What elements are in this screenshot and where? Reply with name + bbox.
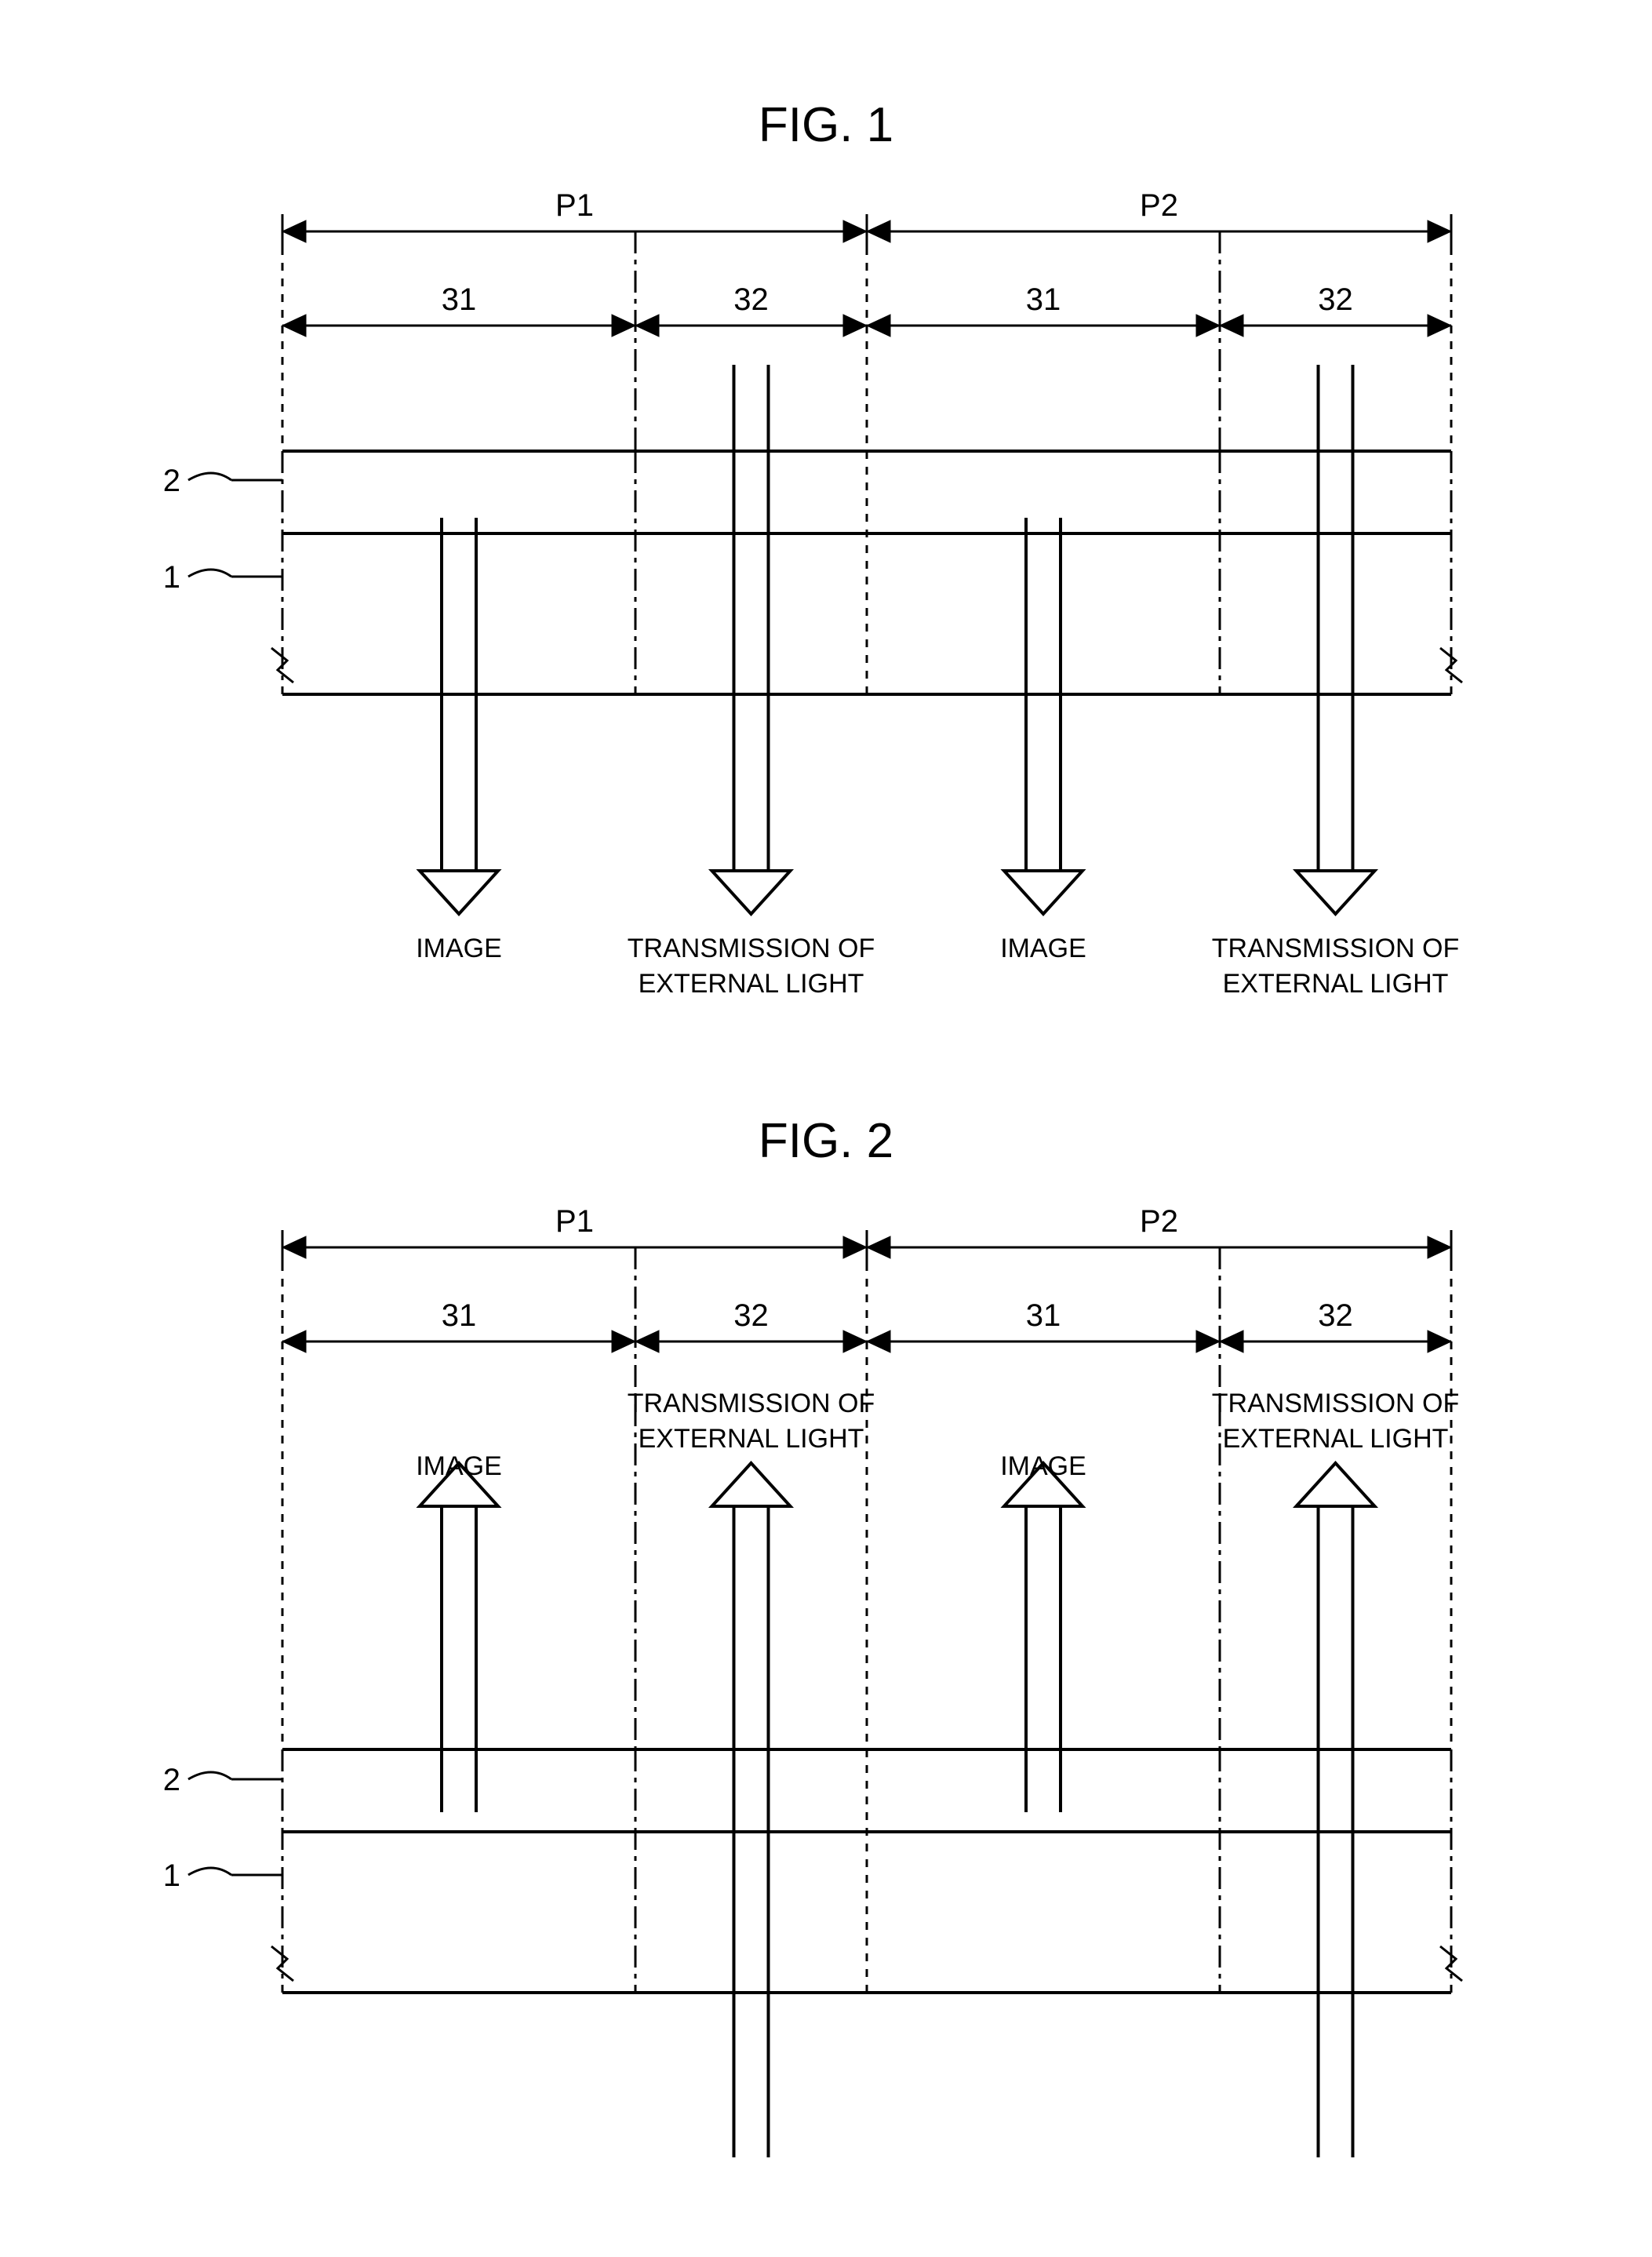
- svg-text:2: 2: [163, 464, 180, 498]
- svg-text:TRANSMISSION OF: TRANSMISSION OF: [1212, 934, 1459, 963]
- svg-text:EXTERNAL LIGHT: EXTERNAL LIGHT: [639, 969, 864, 999]
- svg-text:1: 1: [163, 1858, 180, 1893]
- svg-text:31: 31: [1026, 1298, 1061, 1333]
- svg-text:TRANSMISSION OF: TRANSMISSION OF: [1212, 1389, 1459, 1418]
- svg-text:1: 1: [163, 560, 180, 595]
- svg-text:32: 32: [733, 282, 769, 317]
- svg-text:31: 31: [442, 1298, 477, 1333]
- svg-text:IMAGE: IMAGE: [416, 934, 502, 963]
- svg-text:31: 31: [442, 282, 477, 317]
- svg-text:FIG. 1: FIG. 1: [759, 98, 893, 152]
- svg-text:P1: P1: [555, 1204, 594, 1239]
- svg-text:IMAGE: IMAGE: [1000, 934, 1086, 963]
- svg-text:32: 32: [733, 1298, 769, 1333]
- svg-text:31: 31: [1026, 282, 1061, 317]
- svg-text:P2: P2: [1140, 188, 1178, 223]
- svg-text:32: 32: [1318, 1298, 1353, 1333]
- svg-text:TRANSMISSION OF: TRANSMISSION OF: [628, 934, 875, 963]
- svg-text:EXTERNAL LIGHT: EXTERNAL LIGHT: [639, 1424, 864, 1454]
- figure-canvas: FIG. 1 P1 P2 31 32 31 32 IMAGE IMAGE TRANSMISSION…: [0, 0, 1652, 2257]
- svg-text:2: 2: [163, 1763, 180, 1797]
- svg-text:TRANSMISSION OF: TRANSMISSION OF: [628, 1389, 875, 1418]
- svg-text:32: 32: [1318, 282, 1353, 317]
- svg-text:IMAGE: IMAGE: [416, 1451, 502, 1481]
- svg-text:P1: P1: [555, 188, 594, 223]
- svg-text:EXTERNAL LIGHT: EXTERNAL LIGHT: [1223, 1424, 1449, 1454]
- svg-text:FIG. 2: FIG. 2: [759, 1114, 893, 1168]
- svg-text:EXTERNAL LIGHT: EXTERNAL LIGHT: [1223, 969, 1449, 999]
- svg-text:P2: P2: [1140, 1204, 1178, 1239]
- svg-text:IMAGE: IMAGE: [1000, 1451, 1086, 1481]
